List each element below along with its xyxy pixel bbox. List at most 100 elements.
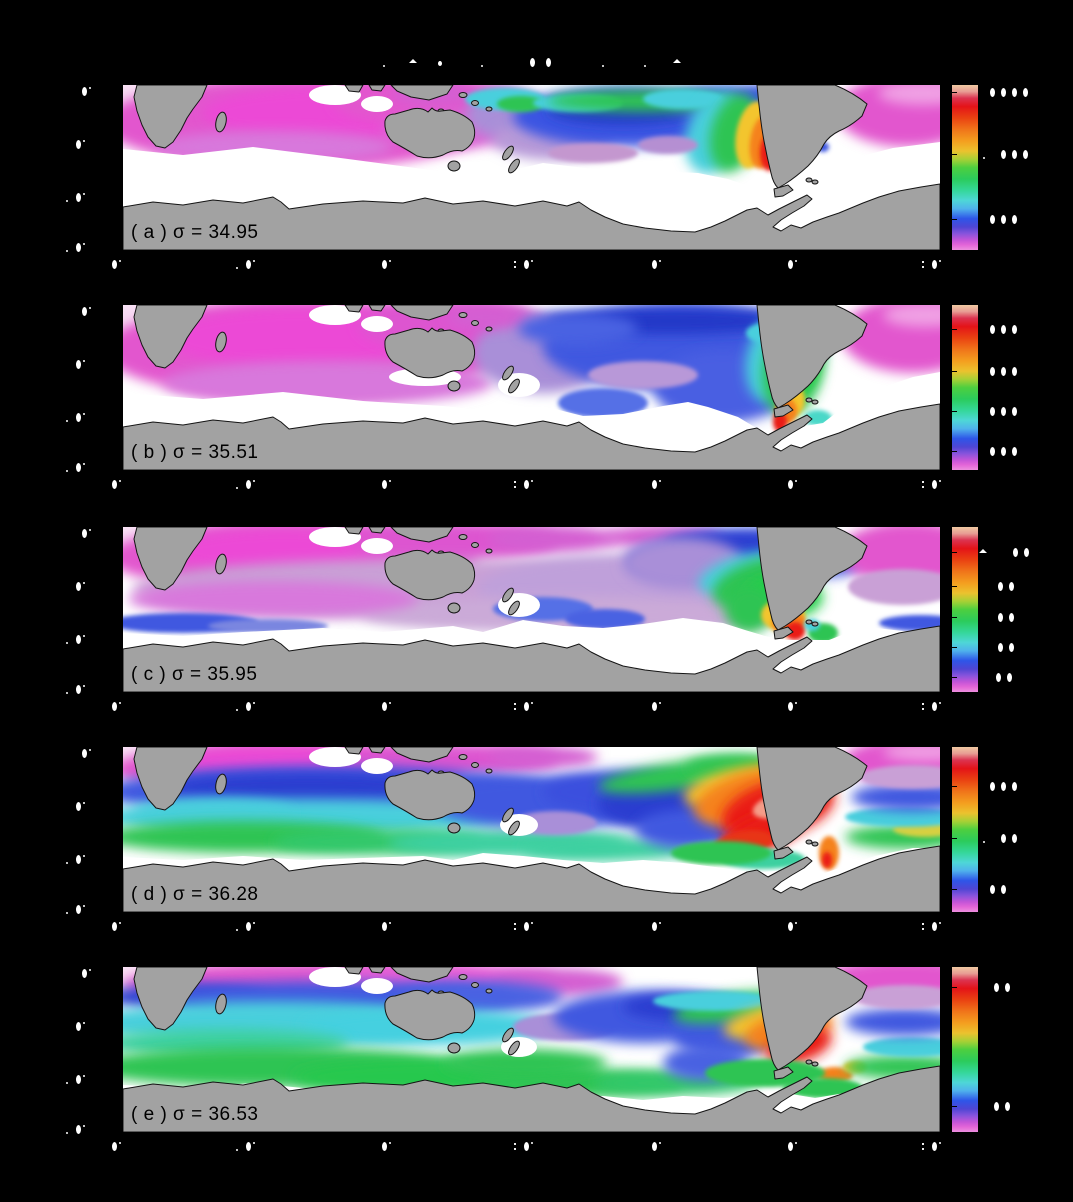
land-madagascar: [215, 111, 227, 133]
panel-label-e: ( e ) σ = 36.53: [131, 1104, 259, 1125]
panel-annotations-c: [0, 527, 1073, 732]
land-falkland-1: [805, 177, 813, 183]
land-south-america: [756, 305, 868, 409]
title-fragment: [383, 58, 387, 67]
land-south-america: [756, 85, 868, 189]
land-island-3: [485, 548, 493, 554]
land-layer: [123, 85, 940, 250]
map-panel-d: ( d ) σ = 36.28: [0, 747, 1073, 952]
y-axis-tick-label: [82, 969, 93, 978]
land-new-guinea: [390, 527, 454, 543]
x-axis-tick-label: [382, 702, 393, 711]
x-axis-tick-label: [382, 1142, 393, 1151]
y-axis-tick-label: [66, 463, 87, 472]
colorbar-e: [952, 967, 978, 1132]
land-south-america: [756, 527, 868, 631]
x-axis-tick-label: [652, 702, 663, 711]
colorbar-tick: [952, 647, 957, 648]
land-africa: [133, 967, 208, 1031]
land-falkland-2: [811, 1061, 819, 1067]
x-axis-tick-label: [514, 260, 535, 269]
y-axis-tick-label: [82, 749, 93, 758]
land-indonesia-2: [368, 85, 386, 92]
x-axis-tick-label: [382, 480, 393, 489]
land-layer: [123, 747, 940, 912]
land-south-america: [756, 967, 868, 1071]
land-island-1: [458, 534, 468, 540]
y-axis-tick-label: [76, 140, 87, 149]
land-antarctica: [123, 183, 940, 250]
land-island-2: [471, 542, 479, 548]
title-fragment: [530, 58, 537, 67]
land-africa: [133, 305, 208, 369]
title-fragment: [546, 58, 553, 67]
land-tierra-del-fuego: [773, 1066, 794, 1080]
land-antarctica: [123, 403, 940, 470]
colorbar-tick-label: [983, 150, 1034, 159]
land-new-zealand-north: [502, 1027, 514, 1043]
land-new-guinea: [390, 85, 454, 101]
land-indonesia-2: [368, 527, 386, 534]
land-island-3: [485, 326, 493, 332]
land-island-1: [458, 754, 468, 760]
colorbar-tick: [952, 786, 957, 787]
land-new-zealand-north: [502, 145, 514, 161]
field-layer: [123, 747, 940, 870]
land-madagascar: [215, 993, 227, 1015]
colorbar-a: [952, 85, 978, 250]
y-axis-tick-label: [76, 1022, 87, 1031]
land-antarctica: [123, 625, 940, 692]
colorbar-tick-label: [990, 447, 1023, 456]
colorbar-tick-label: [998, 643, 1020, 652]
x-axis-tick-label: [112, 260, 123, 269]
land-antarctica: [123, 845, 940, 912]
colorbar-c: [952, 527, 978, 692]
land-new-zealand-south: [508, 820, 520, 836]
y-axis-tick-label: [76, 582, 87, 591]
colorbar-tick-label: [990, 367, 1023, 376]
colorbar-tick: [952, 889, 957, 890]
land-new-zealand-north: [502, 807, 514, 823]
x-axis-tick-label: [788, 702, 799, 711]
land-antarctica: [123, 1065, 940, 1132]
x-axis-tick-label: [112, 1142, 123, 1151]
land-australia: [384, 989, 476, 1041]
land-madagascar: [215, 773, 227, 795]
x-axis-tick-label: [652, 1142, 663, 1151]
land-tierra-del-fuego: [773, 404, 794, 418]
land-africa: [133, 85, 208, 149]
x-axis-tick-label: [788, 480, 799, 489]
x-axis-tick-label: [652, 922, 663, 931]
x-axis-tick-label: [236, 480, 257, 489]
land-falkland-1: [805, 1059, 813, 1065]
land-layer: [123, 305, 940, 470]
land-falkland-1: [805, 619, 813, 625]
land-island-3: [485, 106, 493, 112]
colorbar-d: [952, 747, 978, 912]
x-axis-tick-label: [652, 480, 663, 489]
colorbar-tick-label: [998, 582, 1020, 591]
y-axis-tick-label: [66, 1125, 87, 1134]
x-axis-tick-label: [788, 922, 799, 931]
x-axis-tick-label: [514, 480, 535, 489]
colorbar-tick: [952, 371, 957, 372]
map-panel-c: ( c ) σ = 35.95: [0, 527, 1073, 732]
land-madagascar: [215, 553, 227, 575]
colorbar-tick: [952, 1106, 957, 1107]
land-madagascar: [215, 331, 227, 353]
colorbar-tick: [952, 219, 957, 220]
land-island-2: [471, 320, 479, 326]
colorbar-tick: [952, 411, 957, 412]
panel-annotations-b: [0, 305, 1073, 510]
land-indonesia: [344, 85, 364, 93]
title-fragment: [673, 58, 683, 67]
land-indonesia-2: [368, 747, 386, 754]
land-indonesia: [344, 305, 364, 313]
land-new-zealand-south: [508, 600, 520, 616]
x-axis-tick-label: [922, 480, 943, 489]
panel-annotations-d: [0, 747, 1073, 952]
land-new-zealand-south: [508, 378, 520, 394]
land-australia: [384, 107, 476, 159]
land-africa: [133, 527, 208, 591]
